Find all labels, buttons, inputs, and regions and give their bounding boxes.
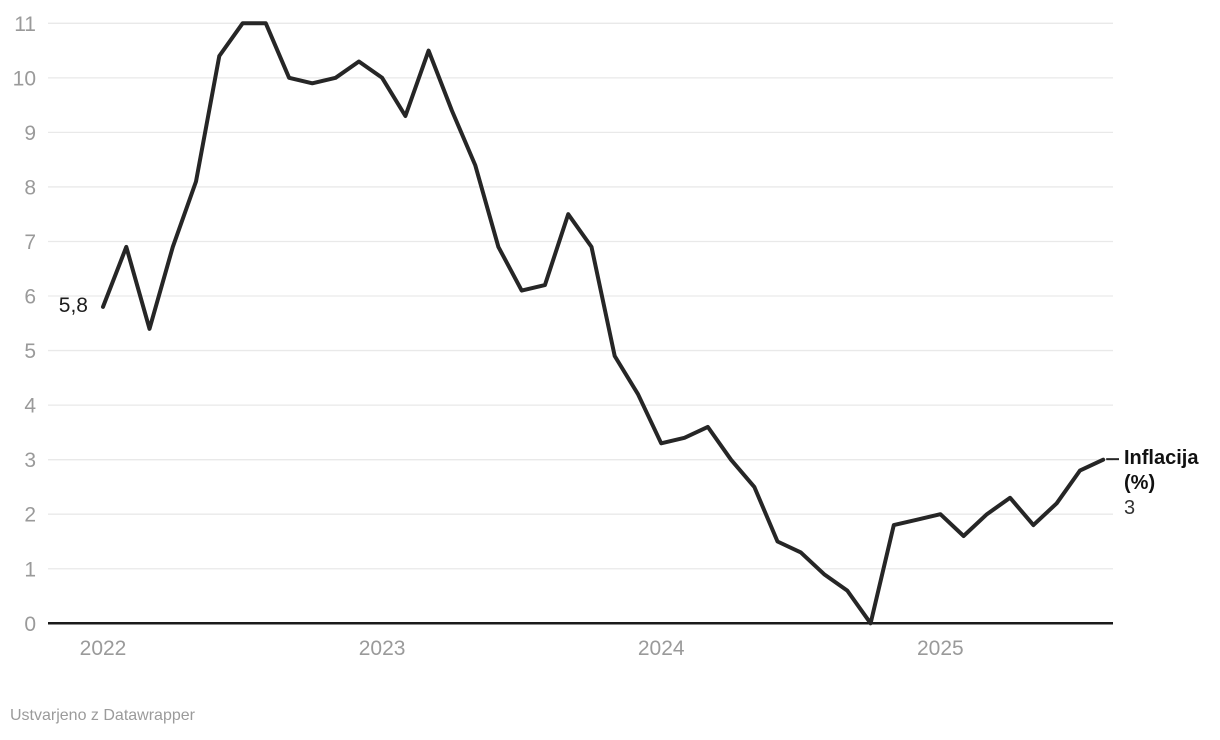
y-tick-label: 5 bbox=[24, 340, 36, 363]
y-tick-label: 3 bbox=[24, 449, 36, 472]
y-tick-label: 0 bbox=[24, 613, 36, 636]
y-tick-label: 1 bbox=[24, 558, 36, 581]
y-tick-label: 7 bbox=[24, 231, 36, 254]
y-tick-label: 9 bbox=[24, 122, 36, 145]
first-value-label: 5,8 bbox=[58, 294, 88, 317]
series-name-line1: Inflacija bbox=[1124, 447, 1199, 469]
inflation-series-line bbox=[101, 21, 1106, 626]
series-name-line2: (%) bbox=[1124, 472, 1156, 494]
y-tick-label: 11 bbox=[14, 13, 36, 36]
y-tick-label: 10 bbox=[13, 67, 36, 90]
x-tick-label: 2025 bbox=[917, 637, 964, 660]
y-tick-label: 6 bbox=[24, 286, 36, 309]
last-value-label: 3 bbox=[1124, 497, 1136, 519]
attribution-link[interactable]: Ustvarjeno z Datawrapper bbox=[10, 707, 195, 724]
x-tick-label: 2023 bbox=[359, 637, 406, 660]
x-tick-label: 2024 bbox=[638, 637, 685, 660]
series-end-label: Inflacija (%) 3 bbox=[1124, 446, 1198, 521]
y-tick-label: 2 bbox=[24, 504, 36, 527]
x-tick-label: 2022 bbox=[80, 637, 127, 660]
y-tick-label: 4 bbox=[24, 395, 36, 418]
inflation-line-chart: 0 1 2 3 4 5 6 7 8 9 10 11 2022 2023 2024 2025 bbox=[13, 13, 1119, 660]
y-tick-label: 8 bbox=[24, 176, 36, 199]
